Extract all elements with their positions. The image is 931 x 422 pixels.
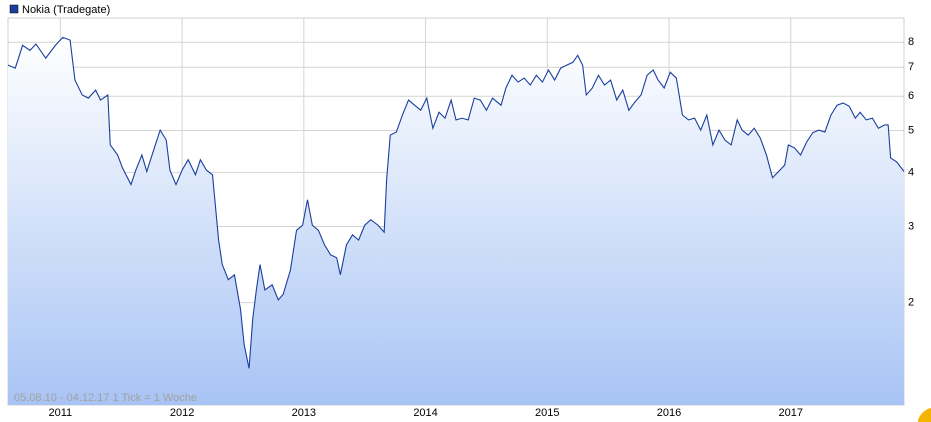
corner-logo (918, 408, 931, 422)
y-tick-label: 6 (908, 90, 914, 102)
legend-label: Nokia (Tradegate) (22, 4, 110, 16)
x-tick-label: 2012 (170, 407, 194, 419)
y-tick-label: 3 (908, 220, 914, 232)
x-tick-label: 2016 (657, 407, 681, 419)
x-tick-label: 2017 (779, 407, 803, 419)
y-tick-label: 4 (908, 166, 914, 178)
line (7, 36, 905, 369)
footnote: 05.08.10 - 04.12.17 1 Tick = 1 Woche (14, 392, 197, 404)
marks (7, 36, 905, 406)
y-tick-label: 7 (908, 61, 914, 73)
y-tick-label: 2 (908, 297, 914, 309)
x-tick-label: 2014 (413, 407, 437, 419)
x-tick-label: 2013 (292, 407, 316, 419)
legend-swatch (9, 4, 19, 14)
area-fill (8, 37, 904, 406)
y-tick-label: 5 (908, 124, 914, 136)
y-tick-label: 8 (908, 36, 914, 48)
x-tick-label: 2011 (49, 407, 73, 419)
x-tick-label: 2015 (535, 407, 559, 419)
